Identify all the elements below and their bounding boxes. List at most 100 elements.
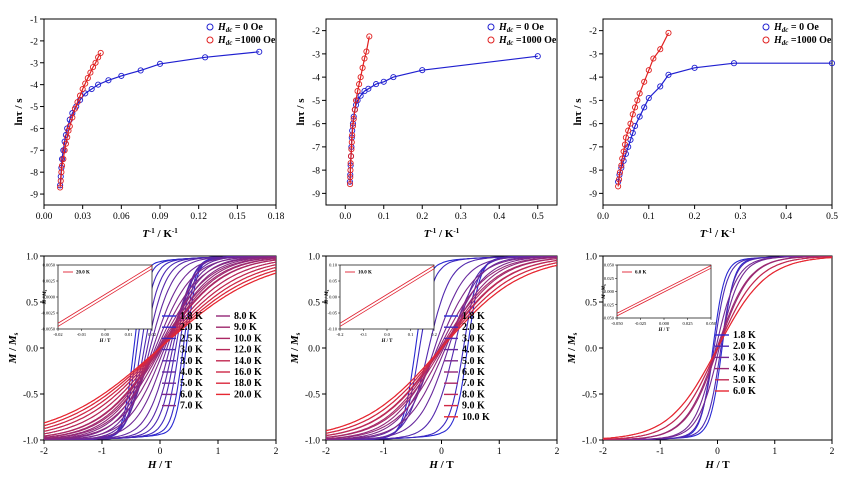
inset-branch-up bbox=[339, 265, 435, 324]
inset-x-tick-label: 0.02 bbox=[148, 332, 156, 337]
x-tick-label: 0.3 bbox=[734, 212, 746, 222]
data-point-zero-field bbox=[730, 60, 738, 67]
data-point-zero-field bbox=[627, 136, 634, 143]
inset-y-tick-label: 0.00 bbox=[329, 295, 338, 300]
legend-entry: 4.0 K bbox=[462, 345, 485, 356]
inset-x-tick-label: 0.2 bbox=[431, 332, 437, 337]
y-tick-label: -1 bbox=[30, 16, 38, 26]
y-tick-label: 1.0 bbox=[26, 253, 38, 263]
plot-frame bbox=[43, 18, 277, 206]
inset-y-tick-label: -0.050 bbox=[602, 316, 614, 321]
hysteresis-plot-1: -2 -1 0 1 2 -1.0 -0.5 0.0 0.5 1.0 H / T M / Ms 1.8 K… bbox=[7, 253, 279, 472]
inset-x-tick-label: 0.050 bbox=[706, 321, 717, 326]
data-point-zero-field bbox=[629, 129, 636, 136]
inset-y-tick-label: -0.025 bbox=[602, 302, 614, 307]
data-point-zero-field bbox=[665, 71, 672, 78]
y-axis-label: lnτ / s bbox=[572, 98, 584, 126]
y-tick-label: -8 bbox=[30, 169, 38, 179]
relaxation-plot-2: 0.0 0.1 0.2 0.3 0.4 0.5 -2 -3 -4 -5 -6 -7 -8 -9 T-1 / … bbox=[295, 18, 558, 240]
data-point-applied-field bbox=[95, 54, 102, 61]
y-tick-label: -0.5 bbox=[23, 391, 38, 401]
data-point-applied-field bbox=[58, 169, 65, 176]
data-point-applied-field bbox=[620, 148, 627, 155]
x-tick-label: -2 bbox=[322, 447, 330, 457]
data-point-applied-field bbox=[356, 81, 363, 88]
legend-entry: 6.0 K bbox=[180, 389, 203, 400]
inset-y-tick-label: -0.10 bbox=[328, 327, 338, 332]
inset-y-tick-label: 0.0050 bbox=[43, 263, 56, 268]
data-point-applied-field bbox=[349, 132, 356, 139]
data-point-zero-field bbox=[632, 122, 639, 129]
data-point-applied-field bbox=[97, 49, 104, 56]
fit-line-zero-field bbox=[59, 51, 260, 186]
data-point-zero-field bbox=[641, 104, 648, 111]
legend-entry: Hdc = 0 Oe bbox=[773, 22, 819, 34]
legend-entry: 8.0 K bbox=[462, 389, 485, 400]
legend-marker bbox=[487, 23, 495, 31]
legend-entry: 1.8 K bbox=[733, 330, 756, 341]
x-tick-label: 0.1 bbox=[378, 212, 390, 222]
y-tick-label: -5 bbox=[589, 97, 597, 107]
y-tick-label: 0.0 bbox=[585, 345, 597, 355]
y-tick-label: 0.0 bbox=[26, 345, 38, 355]
legend-entry: 3.0 K bbox=[733, 352, 756, 363]
loop-descending-20-0-K bbox=[44, 272, 276, 424]
fit-line-applied-field bbox=[617, 32, 670, 187]
legend-entry: Hdc =1000 Oe bbox=[498, 35, 557, 47]
inset-x-tick-label: 0.1 bbox=[408, 332, 414, 337]
loop-descending-6-0-K bbox=[44, 256, 276, 440]
x-tick-label: 0.0 bbox=[597, 212, 609, 222]
legend-marker bbox=[762, 36, 770, 44]
y-axis-label: M / Ms bbox=[566, 332, 579, 364]
data-point-applied-field bbox=[632, 104, 639, 111]
x-tick-label: 1 bbox=[216, 447, 221, 457]
legend-entry: 7.0 K bbox=[462, 378, 485, 389]
y-tick-label: -9 bbox=[589, 190, 597, 200]
loop-ascending-9-0-K bbox=[44, 258, 276, 439]
inset-x-tick-label: 0.01 bbox=[125, 332, 133, 337]
x-tick-label: 0.2 bbox=[416, 212, 428, 222]
y-axis-label: lnτ / s bbox=[13, 98, 25, 126]
x-tick-label: 0.4 bbox=[780, 212, 792, 222]
loop-descending-6-0-K bbox=[603, 257, 832, 439]
y-tick-label: -2 bbox=[312, 27, 320, 37]
legend-entry: 4.0 K bbox=[733, 364, 756, 375]
data-point-applied-field bbox=[58, 162, 66, 169]
data-point-applied-field bbox=[347, 167, 354, 174]
inset-x-tick-label: -0.2 bbox=[336, 332, 343, 337]
inset-y-tick-label: 0.10 bbox=[329, 263, 338, 268]
x-tick-label: 0.4 bbox=[493, 212, 505, 222]
legend-entry: 5.0 K bbox=[733, 375, 756, 386]
inset-branch-up bbox=[57, 265, 153, 324]
y-tick-label: -1.0 bbox=[582, 437, 597, 447]
data-point-zero-field bbox=[372, 81, 380, 88]
x-tick-label: 0.06 bbox=[113, 212, 130, 222]
y-tick-label: 0.0 bbox=[308, 345, 320, 355]
loop-descending-10-0-K bbox=[326, 264, 557, 432]
legend-entry: Hdc =1000 Oe bbox=[217, 35, 276, 47]
x-tick-label: 1 bbox=[497, 447, 502, 457]
data-point-zero-field bbox=[636, 113, 643, 120]
inset-y-tick-label: -0.0050 bbox=[41, 327, 56, 332]
data-point-zero-field bbox=[419, 67, 426, 74]
data-point-applied-field bbox=[89, 64, 97, 71]
legend-entry: 1.8 K bbox=[180, 311, 203, 322]
y-tick-label: -9 bbox=[30, 191, 38, 201]
fit-line-zero-field bbox=[617, 62, 832, 182]
data-point-applied-field bbox=[634, 97, 641, 104]
inset-y-tick-label: 0.0000 bbox=[43, 295, 56, 300]
inset-x-tick-label: 0.0 bbox=[384, 332, 390, 337]
data-point-applied-field bbox=[348, 146, 355, 153]
inset-y-tick-label: 0.025 bbox=[604, 276, 615, 281]
inset-y-tick-label: 0.000 bbox=[604, 289, 615, 294]
data-point-applied-field bbox=[615, 183, 622, 190]
plot-frame bbox=[325, 18, 558, 206]
inset-x-tick-label: 0.000 bbox=[659, 321, 670, 326]
fit-line-zero-field bbox=[349, 55, 538, 182]
inset-x-label: H / T bbox=[380, 339, 393, 344]
x-tick-label: 2 bbox=[830, 447, 835, 457]
legend-entry: 5.0 K bbox=[180, 378, 203, 389]
y-tick-label: -6 bbox=[589, 120, 597, 130]
data-point-applied-field bbox=[82, 80, 89, 87]
legend-entry: Hdc = 0 Oe bbox=[498, 22, 544, 34]
